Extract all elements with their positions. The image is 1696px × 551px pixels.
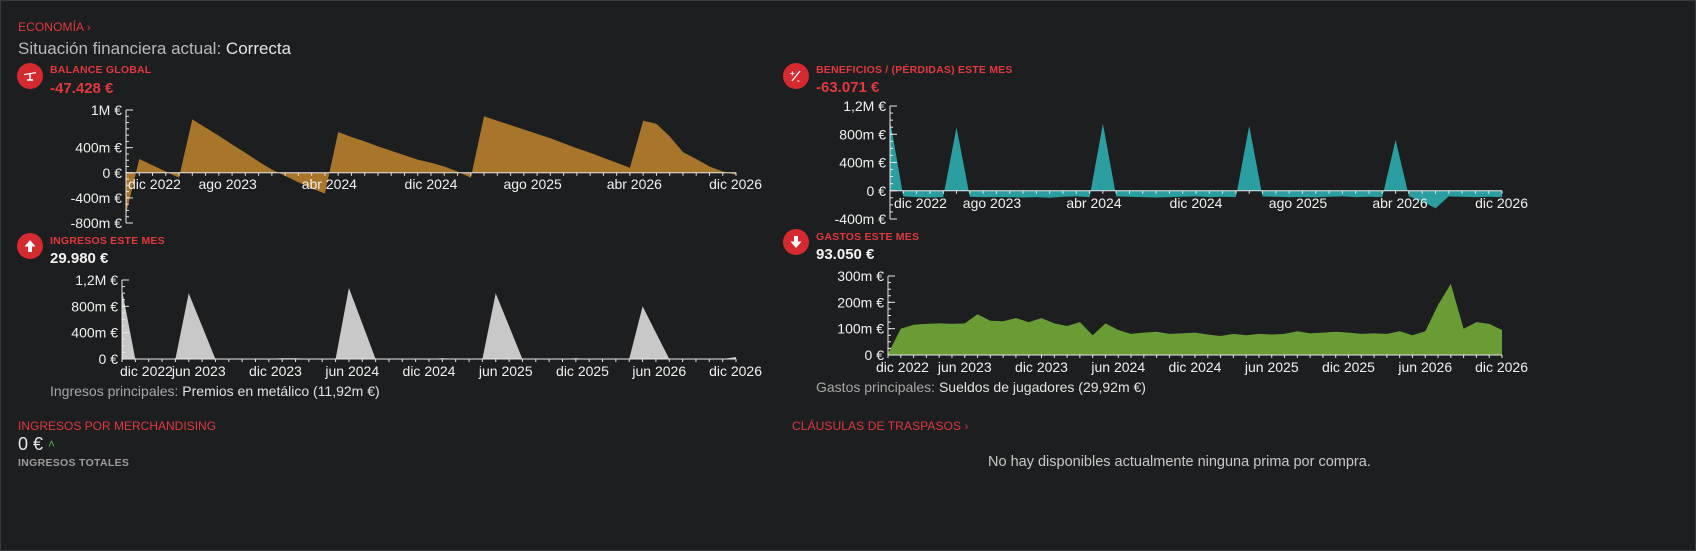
merch-value-row: 0 € ˄ [18, 434, 55, 455]
svg-text:-: - [797, 76, 800, 84]
profit-y-tick-label: 0 € [867, 183, 887, 199]
income-y-tick-label: 400m € [71, 325, 118, 341]
transfer-clauses-label: CLÁUSULAS DE TRASPASOS [792, 419, 962, 433]
income-x-tick-label: dic 2022 [120, 363, 173, 379]
balance-x-tick-label: dic 2024 [405, 176, 458, 192]
arrow-down-icon [783, 229, 809, 255]
chevron-right-icon: › [86, 22, 91, 34]
income-x-tick-label: jun 2025 [478, 363, 533, 379]
balance-x-tick-label: dic 2022 [128, 176, 181, 192]
income-y-tick-label: 0 € [99, 351, 119, 367]
economia-link[interactable]: ECONOMÍA › [18, 20, 91, 34]
merch-total-label: INGRESOS TOTALES [18, 457, 130, 469]
income-x-tick-label: jun 2023 [171, 363, 226, 379]
income-x-tick-label: jun 2026 [631, 363, 686, 379]
profit-x-tick-label: abr 2024 [1066, 195, 1121, 211]
balance-y-tick-label: 0 € [103, 165, 123, 181]
profit-area [890, 120, 1502, 209]
income-main-label: Ingresos principales: [50, 383, 179, 399]
balance-value: -47.428 € [50, 80, 114, 97]
merch-value: 0 € [18, 434, 44, 454]
income-x-tick-label: dic 2024 [403, 363, 456, 379]
arrow-up-icon [17, 233, 43, 259]
balance-y-tick-label: -800m € [71, 215, 123, 230]
income-main-value: Premios en metálico (11,92m €) [182, 383, 380, 399]
balance-area [126, 116, 736, 214]
balance-y-tick-label: 1M € [91, 102, 122, 118]
expenses-title: GASTOS ESTE MES [816, 231, 920, 243]
income-x-tick-label: jun 2024 [324, 363, 379, 379]
expenses-x-tick-label: dic 2024 [1169, 359, 1222, 375]
expenses-x-tick-label: dic 2023 [1015, 359, 1068, 375]
expenses-y-tick-label: 0 € [865, 347, 885, 363]
expenses-value: 93.050 € [816, 246, 875, 263]
income-area [122, 287, 736, 359]
income-y-tick-label: 800m € [71, 298, 118, 314]
expenses-main-label: Gastos principales: [816, 379, 936, 395]
income-title: INGRESOS ESTE MES [50, 235, 165, 247]
profit-x-tick-label: dic 2022 [894, 195, 947, 211]
income-x-tick-label: dic 2026 [709, 363, 762, 379]
expenses-y-tick-label: 200m € [837, 294, 884, 310]
expenses-x-tick-label: jun 2026 [1397, 359, 1452, 375]
expenses-x-tick-label: jun 2025 [1244, 359, 1299, 375]
profit-y-tick-label: -400m € [835, 211, 887, 227]
expenses-chart: 300m € 200m € 100m € 0 €dic 2022 jun 2023 dic… [837, 268, 1528, 375]
balance-chart: 1M € 400m € 0 € -400m € -800m € dic 2022 ago 2… [71, 102, 763, 230]
balance-scale-icon [17, 63, 43, 89]
balance-y-tick-label: -400m € [71, 190, 123, 206]
expenses-main-value: Sueldos de jugadores (29,92m €) [938, 379, 1146, 395]
profit-x-tick-label: dic 2024 [1170, 195, 1223, 211]
financial-situation: Situación financiera actual: Correcta [18, 39, 291, 59]
situation-label: Situación financiera actual: [18, 39, 222, 58]
profit-x-tick-label: dic 2026 [1475, 195, 1528, 211]
balance-x-tick-label: ago 2023 [198, 176, 257, 192]
expenses-y-tick-label: 300m € [837, 268, 884, 284]
income-x-tick-label: dic 2025 [556, 363, 609, 379]
profit-chart: 1,2M € 800m € 400m € 0 € -400m € dic 2022 ago … [835, 98, 1529, 227]
income-x-tick-label: dic 2023 [249, 363, 302, 379]
profit-title: BENEFICIOS / (PÉRDIDAS) ESTE MES [816, 64, 1013, 76]
merch-title: INGRESOS POR MERCHANDISING [18, 419, 217, 433]
profit-y-tick-label: 400m € [839, 155, 886, 171]
profit-value: -63.071 € [816, 79, 880, 96]
expenses-x-tick-label: dic 2026 [1475, 359, 1528, 375]
balance-title: BALANCE GLOBAL [50, 64, 152, 76]
profit-x-tick-label: ago 2023 [963, 195, 1022, 211]
profit-y-tick-label: 800m € [839, 126, 886, 142]
expenses-y-tick-label: 100m € [837, 321, 884, 337]
expenses-area [888, 283, 1502, 355]
expenses-x-tick-label: jun 2024 [1090, 359, 1145, 375]
expenses-x-tick-label: dic 2025 [1322, 359, 1375, 375]
svg-text:+: + [790, 69, 795, 78]
balance-y-tick-label: 400m € [75, 140, 122, 156]
situation-value: Correcta [225, 39, 292, 58]
profit-x-tick-label: abr 2026 [1372, 195, 1427, 211]
profit-x-tick-label: ago 2025 [1269, 195, 1328, 211]
income-value: 29.980 € [50, 250, 109, 267]
balance-x-tick-label: dic 2026 [709, 176, 762, 192]
expenses-x-tick-label: dic 2022 [876, 359, 929, 375]
balance-x-tick-label: abr 2026 [607, 176, 662, 192]
profit-y-tick-label: 1,2M € [843, 98, 886, 114]
income-y-tick-label: 1,2M € [75, 272, 118, 288]
income-main-line: Ingresos principales: Premios en metálic… [50, 383, 380, 399]
economia-link-label: ECONOMÍA [18, 20, 84, 34]
chevron-up-icon: ˄ [48, 437, 56, 451]
balance-x-tick-label: ago 2025 [503, 176, 562, 192]
chevron-right-icon: › [964, 421, 969, 433]
balance-x-tick-label: abr 2024 [302, 176, 357, 192]
plus-minus-icon: + - [783, 63, 809, 89]
transfer-empty-text: No hay disponibles actualmente ninguna p… [988, 454, 1371, 470]
expenses-main-line: Gastos principales: Sueldos de jugadores… [816, 379, 1146, 395]
transfer-clauses-link[interactable]: CLÁUSULAS DE TRASPASOS › [792, 419, 968, 433]
expenses-x-tick-label: jun 2023 [937, 359, 992, 375]
